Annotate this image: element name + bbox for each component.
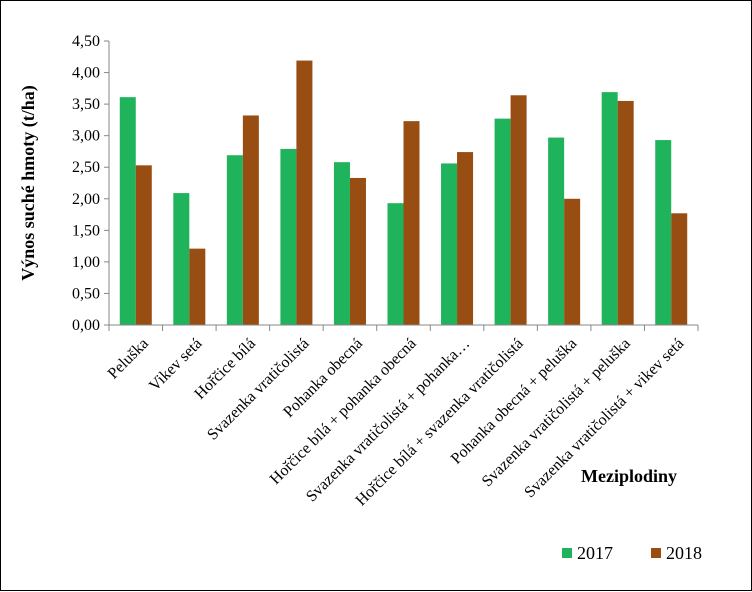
bar-2018-9 bbox=[617, 100, 634, 325]
y-tick-label: 3,00 bbox=[72, 128, 100, 145]
legend-label-2018: 2018 bbox=[666, 543, 702, 563]
bar-2017-4 bbox=[333, 162, 350, 325]
bar-2018-5 bbox=[403, 121, 420, 325]
y-tick-label: 1,50 bbox=[72, 222, 100, 239]
y-axis-ticks: 0,00 0,50 1,00 1,50 2,00 2,50 3,00 3,50 4,00 4,50 bbox=[72, 33, 109, 334]
y-tick-label: 3,50 bbox=[72, 96, 100, 113]
bars bbox=[119, 60, 688, 326]
bar-2018-1 bbox=[189, 248, 206, 325]
bar-2018-2 bbox=[242, 115, 259, 326]
y-tick-label: 0,50 bbox=[72, 285, 100, 302]
legend-label-2017: 2017 bbox=[577, 543, 613, 563]
bar-2018-3 bbox=[296, 60, 313, 325]
x-axis-title: Meziplodiny bbox=[581, 466, 677, 486]
x-axis-ticks bbox=[108, 325, 699, 331]
y-axis-title: Výnos suché hmoty (t/ha) bbox=[18, 85, 39, 281]
y-tick-label: 2,00 bbox=[72, 191, 100, 208]
legend-swatch-2018 bbox=[651, 548, 661, 558]
bar-2017-6 bbox=[441, 163, 458, 325]
bar-2017-7 bbox=[494, 118, 511, 325]
bar-2018-6 bbox=[457, 152, 474, 325]
bar-2017-3 bbox=[280, 148, 297, 325]
y-tick-label: 4,50 bbox=[72, 33, 100, 50]
legend-swatch-2017 bbox=[562, 548, 572, 558]
bar-2017-0 bbox=[119, 97, 136, 326]
legend: 2017 2018 bbox=[562, 543, 702, 563]
bar-2018-10 bbox=[671, 213, 688, 325]
x-category-label: Peluška bbox=[105, 335, 152, 382]
y-tick-label: 2,50 bbox=[72, 159, 100, 176]
bar-2017-1 bbox=[173, 193, 190, 325]
bar-2018-0 bbox=[135, 165, 152, 325]
x-category-label: Svazenka vratičolistá bbox=[204, 335, 312, 443]
y-tick-label: 0,00 bbox=[72, 317, 100, 334]
bar-2017-10 bbox=[655, 140, 672, 325]
y-tick-label: 4,00 bbox=[72, 65, 100, 82]
bar-2018-7 bbox=[510, 95, 527, 325]
bar-2017-5 bbox=[387, 203, 404, 325]
bar-2017-2 bbox=[226, 155, 243, 325]
bar-2018-8 bbox=[564, 198, 581, 325]
y-tick-label: 1,00 bbox=[72, 254, 100, 271]
bar-2017-9 bbox=[601, 92, 618, 326]
bar-2018-4 bbox=[349, 177, 366, 325]
bar-2017-8 bbox=[548, 137, 565, 325]
